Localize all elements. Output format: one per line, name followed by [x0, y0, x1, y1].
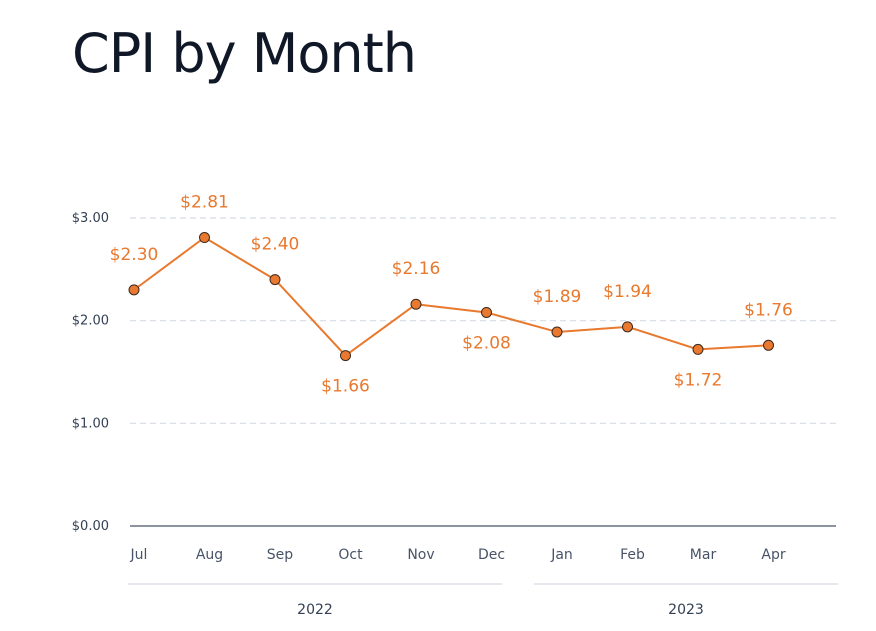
- x-tick-label: Mar: [690, 547, 717, 563]
- x-tick-label: Jan: [550, 547, 573, 563]
- data-point: [692, 343, 704, 355]
- data-label: $2.08: [462, 333, 511, 353]
- data-label: $2.30: [110, 245, 159, 265]
- chart-title: CPI by Month: [72, 22, 417, 85]
- data-point: [410, 298, 422, 310]
- x-tick-label: Jul: [130, 547, 148, 563]
- x-tick-label: Dec: [478, 547, 505, 563]
- data-point: [340, 350, 351, 362]
- data-point: [551, 326, 563, 338]
- x-tick-label: Apr: [761, 547, 785, 563]
- data-point: [763, 339, 774, 351]
- data-label: $1.72: [674, 370, 723, 390]
- data-label: $2.40: [251, 235, 300, 255]
- x-tick-label: Feb: [620, 547, 645, 563]
- x-tick-label: Oct: [338, 547, 363, 563]
- y-tick-label: $1.00: [72, 416, 109, 431]
- year-group-label: 2022: [297, 602, 333, 618]
- data-point: [622, 321, 633, 333]
- y-tick-label: $2.00: [72, 314, 109, 329]
- x-tick-label: Sep: [267, 547, 294, 563]
- data-label: $1.76: [744, 300, 793, 320]
- x-tick-label: Nov: [407, 547, 434, 563]
- year-group-label: 2023: [668, 602, 704, 618]
- x-tick-label: Aug: [196, 547, 223, 563]
- data-point: [199, 232, 210, 244]
- y-tick-label: $3.00: [72, 211, 109, 226]
- data-label: $2.16: [392, 259, 441, 279]
- y-tick-label: $0.00: [72, 519, 109, 534]
- data-label: $2.81: [180, 193, 229, 213]
- data-point: [481, 306, 492, 318]
- data-label: $1.66: [321, 377, 370, 397]
- data-point: [269, 274, 281, 286]
- data-label: $1.89: [533, 287, 582, 307]
- data-point: [128, 284, 140, 296]
- series-line: [133, 236, 769, 357]
- data-label: $1.94: [603, 282, 652, 302]
